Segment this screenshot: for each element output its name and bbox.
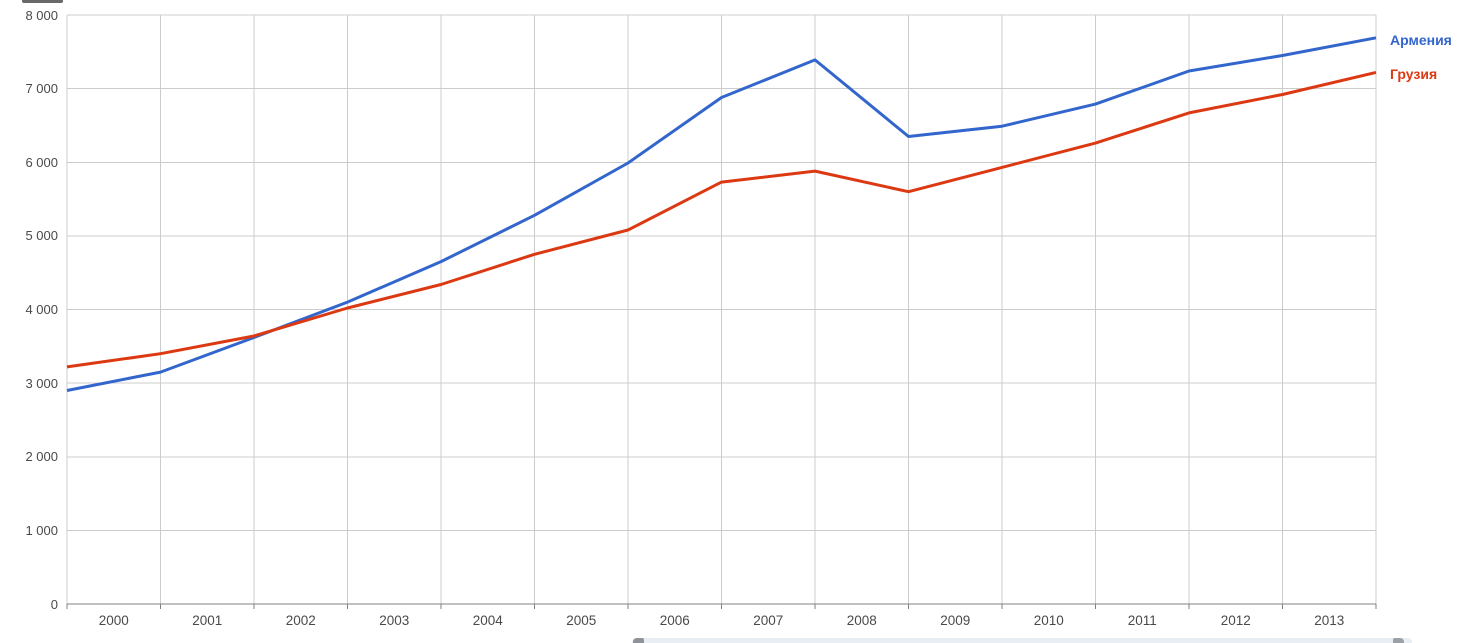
legend-item-georgia[interactable]: Грузия: [1390, 66, 1438, 82]
x-tick-label: 2002: [285, 613, 316, 628]
x-tick-label: 2010: [1033, 613, 1064, 628]
x-tick-label: 2012: [1220, 613, 1251, 628]
legend-item-armenia[interactable]: Армения: [1390, 32, 1452, 48]
y-tick-label: 2 000: [25, 449, 58, 465]
x-tick-label: 2007: [753, 613, 784, 628]
y-tick-label: 0: [50, 596, 58, 612]
x-tick-label: 2008: [846, 613, 877, 628]
x-tick-label: 2004: [472, 613, 503, 628]
series-line-1[interactable]: [66, 70, 1377, 369]
horizontal-scrollbar[interactable]: [632, 638, 1412, 643]
y-tick-label: 7 000: [25, 81, 58, 97]
x-tick-label: 2006: [659, 613, 690, 628]
x-tick-label: 2009: [940, 613, 971, 628]
x-tick-label: 2001: [192, 613, 223, 628]
scrollbar-right-arrow-icon[interactable]: [1393, 638, 1404, 643]
y-tick-label: 4 000: [25, 302, 58, 317]
x-tick-label: 2000: [98, 613, 129, 628]
y-tick-label: 6 000: [25, 154, 58, 170]
y-tick-label: 8 000: [25, 7, 58, 23]
x-tick-label: 2005: [566, 613, 597, 628]
y-tick-label: 5 000: [25, 228, 58, 244]
x-tick-label: 2013: [1314, 613, 1345, 628]
scrollbar-left-nub[interactable]: [633, 638, 644, 643]
x-tick-label: 2011: [1127, 613, 1157, 628]
y-tick-label: 1 000: [25, 522, 58, 538]
y-tick-label: 3 000: [25, 375, 58, 391]
top-edge-cutoff-artifact: [22, 0, 63, 3]
x-tick-label: 2003: [379, 613, 410, 628]
